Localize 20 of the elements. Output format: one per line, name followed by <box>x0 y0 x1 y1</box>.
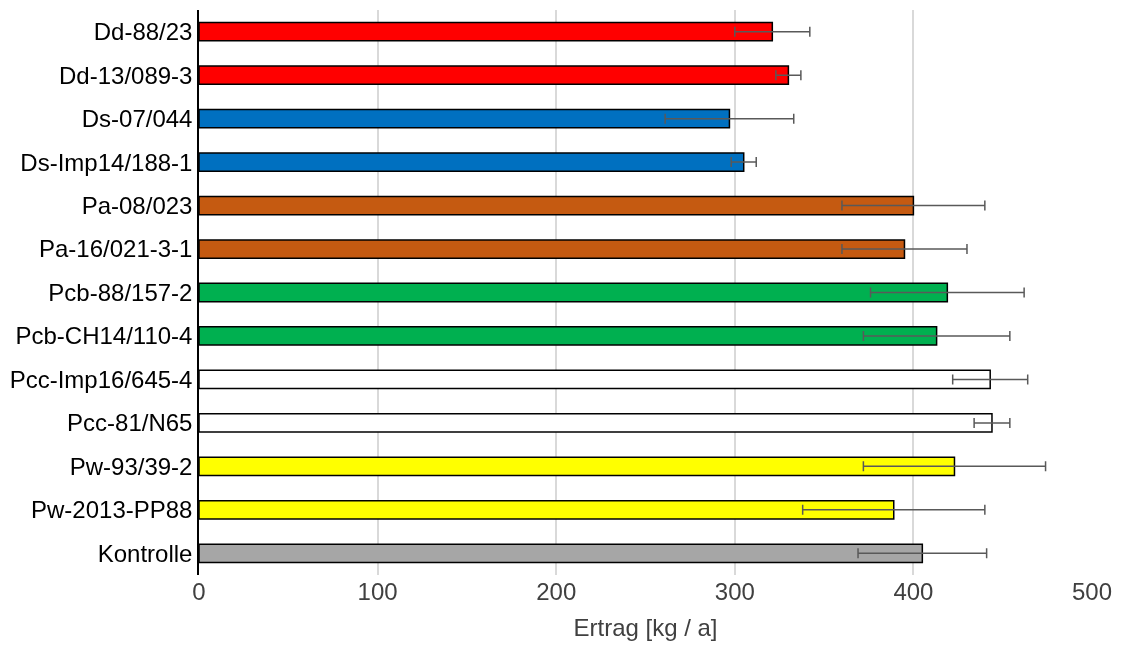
y-tick-label: Pw-93/39-2 <box>69 452 193 480</box>
y-tick-label: Pcc-Imp16/645-4 <box>9 365 193 393</box>
y-tick-label: Pw-2013-PP88 <box>31 496 193 524</box>
y-tick-label: Pa-08/023 <box>81 191 193 219</box>
y-tick-label: Pa-16/021-3-1 <box>39 235 193 263</box>
y-tick-label: Dd-13/089-3 <box>59 61 193 89</box>
y-tick-label: Pcb-CH14/110-4 <box>15 322 193 350</box>
y-tick-label: Ds-Imp14/188-1 <box>20 148 193 176</box>
x-axis-title: Ertrag [kg / a] <box>573 614 718 642</box>
y-tick-label: Dd-88/23 <box>93 18 193 46</box>
x-tick-label: 200 <box>536 578 577 605</box>
x-tick-label: 400 <box>893 578 934 605</box>
y-tick-label: Pcb-88/157-2 <box>48 278 193 306</box>
y-tick-label: Pcc-81/N65 <box>67 409 193 437</box>
x-tick-label: 100 <box>357 578 398 605</box>
y-tick-label: Ds-07/044 <box>81 105 193 133</box>
x-tick-label: 500 <box>1071 578 1113 605</box>
x-tick-label: 300 <box>714 578 755 605</box>
y-tick-label: Kontrolle <box>97 539 193 567</box>
x-tick-label: 0 <box>192 578 206 605</box>
